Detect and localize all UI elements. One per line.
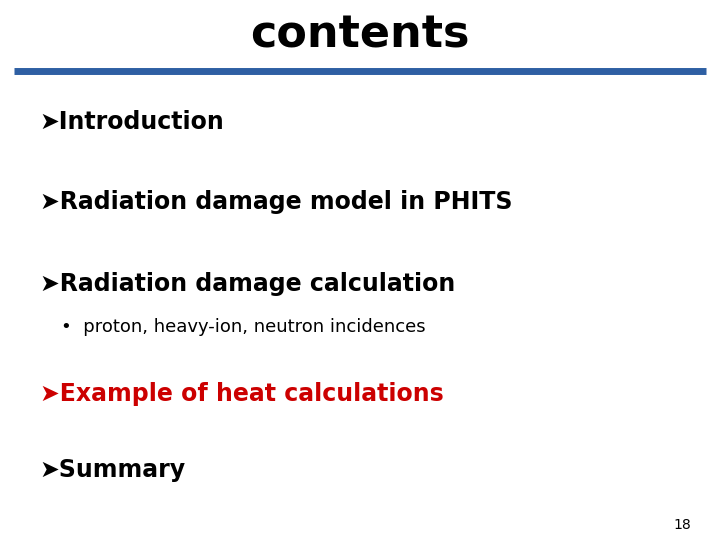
Text: 18: 18 xyxy=(673,518,691,532)
Text: ➤Introduction: ➤Introduction xyxy=(40,110,225,133)
Text: ➤Example of heat calculations: ➤Example of heat calculations xyxy=(40,382,444,406)
Text: contents: contents xyxy=(251,14,469,57)
Text: ➤Radiation damage model in PHITS: ➤Radiation damage model in PHITS xyxy=(40,191,512,214)
Text: ➤Summary: ➤Summary xyxy=(40,458,186,482)
Text: ➤Radiation damage calculation: ➤Radiation damage calculation xyxy=(40,272,455,295)
Text: •  proton, heavy-ion, neutron incidences: • proton, heavy-ion, neutron incidences xyxy=(61,318,426,336)
